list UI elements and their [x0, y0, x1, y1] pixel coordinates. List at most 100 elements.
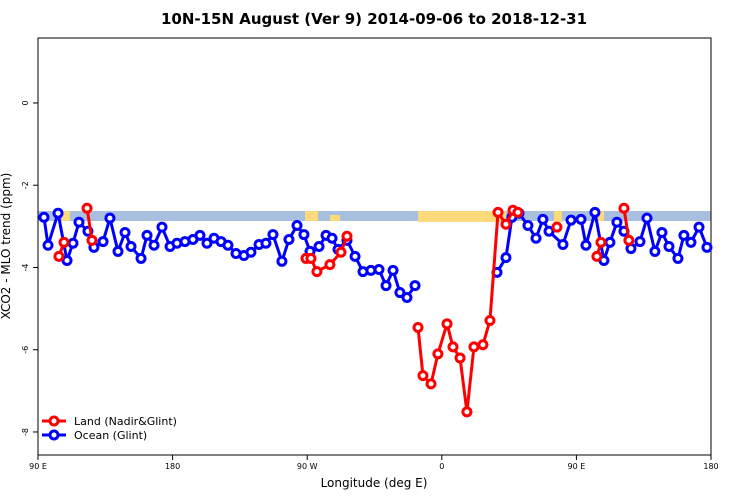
data-point	[401, 291, 413, 303]
data-point	[672, 252, 684, 264]
data-point	[693, 221, 705, 233]
data-point	[201, 237, 213, 249]
data-point	[565, 214, 577, 226]
data-point	[125, 241, 137, 252]
x-axis-label: Longitude (deg E)	[321, 476, 428, 490]
data-point	[701, 241, 713, 253]
data-point	[484, 315, 496, 327]
y-tick-label: -2	[21, 181, 30, 189]
data-point	[222, 239, 234, 251]
data-point	[454, 352, 466, 364]
x-tick-label: 90 E	[29, 462, 47, 471]
legend-marker	[48, 429, 60, 441]
data-point	[543, 225, 555, 237]
y-tick-label: -4	[21, 263, 30, 271]
data-point	[135, 252, 147, 264]
data-point	[468, 341, 480, 353]
data-point	[557, 238, 569, 250]
data-point	[81, 202, 93, 214]
data-point	[685, 236, 697, 248]
data-point	[341, 230, 353, 242]
y-tick-label: -6	[21, 346, 30, 354]
data-point	[611, 216, 623, 228]
data-point	[104, 212, 116, 224]
data-point	[97, 236, 109, 248]
data-point	[417, 370, 429, 382]
data-point	[52, 207, 64, 219]
data-point	[42, 239, 54, 251]
data-point	[591, 250, 603, 262]
data-point	[477, 339, 489, 351]
data-point	[595, 236, 607, 248]
land-band	[554, 211, 562, 222]
data-point	[86, 234, 98, 246]
data-point	[663, 241, 675, 252]
legend-label: Land (Nadir&Glint)	[74, 415, 177, 428]
data-point	[373, 264, 385, 276]
land-band	[62, 211, 70, 221]
data-point	[61, 254, 73, 266]
ocean-band	[38, 211, 711, 221]
data-point	[461, 406, 473, 418]
data-point	[38, 211, 50, 223]
data-point	[432, 348, 444, 360]
data-point	[678, 229, 690, 241]
data-point	[313, 241, 325, 252]
data-point	[335, 246, 347, 258]
data-point	[580, 239, 592, 251]
data-point	[447, 341, 459, 353]
data-point	[380, 280, 392, 292]
data-point	[58, 236, 70, 248]
data-point	[409, 280, 421, 292]
data-point	[298, 229, 310, 241]
data-point	[649, 245, 661, 257]
data-point	[441, 318, 453, 330]
land-band	[305, 211, 318, 221]
data-point	[311, 266, 323, 278]
x-tick-label: 180	[703, 462, 718, 471]
y-tick-label: -8	[21, 428, 30, 436]
data-point	[537, 213, 549, 225]
data-point	[387, 264, 399, 276]
y-tick-label: 0	[21, 100, 30, 105]
data-point	[492, 206, 504, 218]
data-point	[349, 250, 361, 262]
x-tick-label: 90 E	[568, 462, 586, 471]
land-band	[418, 211, 506, 222]
data-point	[119, 227, 131, 239]
data-point	[73, 216, 85, 228]
data-point	[589, 206, 601, 218]
data-point	[623, 234, 635, 246]
data-point	[394, 287, 406, 299]
land-band	[330, 215, 340, 221]
data-point	[324, 259, 336, 271]
data-point	[112, 245, 124, 257]
y-axis-label: XCO2 - MLO trend (ppm)	[0, 173, 13, 320]
data-point	[276, 255, 288, 267]
chart-title: 10N-15N August (Ver 9) 2014-09-06 to 201…	[161, 10, 587, 28]
data-point	[500, 252, 512, 264]
data-point	[156, 221, 168, 233]
data-point	[53, 250, 65, 262]
data-point	[618, 202, 630, 214]
legend: Land (Nadir&Glint)Ocean (Glint)	[42, 415, 177, 442]
data-point	[267, 229, 279, 241]
data-point	[530, 232, 542, 244]
data-point	[512, 206, 524, 218]
data-point	[412, 322, 424, 334]
data-point	[551, 221, 563, 233]
data-point	[641, 212, 653, 224]
x-tick-label: 0	[439, 462, 444, 471]
x-tick-label: 180	[165, 462, 180, 471]
data-point	[305, 252, 317, 264]
data-point	[141, 229, 153, 241]
data-point	[634, 236, 646, 248]
data-point	[522, 220, 534, 232]
data-point	[67, 237, 79, 249]
legend-label: Ocean (Glint)	[74, 429, 147, 442]
data-point	[291, 220, 303, 232]
land-band	[596, 211, 604, 221]
data-point	[500, 218, 512, 230]
